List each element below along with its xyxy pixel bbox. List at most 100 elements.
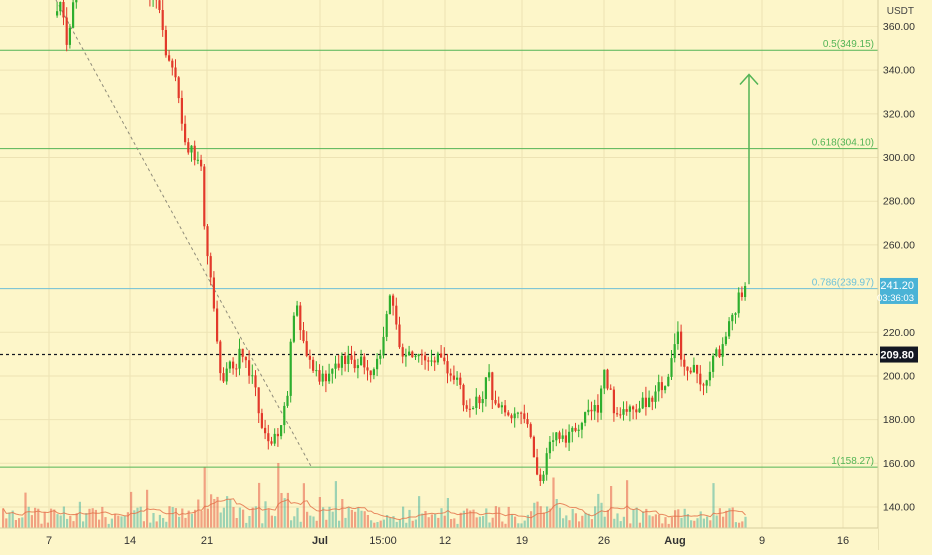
volume-bar	[210, 494, 212, 528]
candle-body	[181, 98, 183, 124]
volume-bar	[296, 508, 298, 528]
volume-bar	[690, 520, 692, 528]
volume-bar	[584, 513, 586, 528]
x-tick-label: 14	[124, 535, 136, 547]
candle-body	[366, 367, 368, 370]
candle-body	[683, 360, 685, 367]
volume-bar	[152, 513, 154, 528]
volume-bar	[543, 513, 545, 529]
candle-body	[219, 342, 221, 374]
candle-body	[72, 2, 74, 28]
candle-body	[430, 361, 432, 362]
candle-body	[622, 409, 624, 415]
volume-bar	[383, 520, 385, 528]
candle-body	[482, 399, 484, 403]
candle-body	[194, 146, 196, 160]
volume-bar	[738, 523, 740, 528]
candle-body	[706, 380, 708, 385]
volume-bar	[5, 518, 7, 528]
candle-body	[66, 18, 68, 45]
volume-bar	[501, 522, 503, 529]
volume-bar	[508, 507, 510, 528]
candle-body	[718, 349, 720, 357]
volume-bar	[437, 518, 439, 528]
volume-bar	[88, 509, 90, 528]
candle-body	[658, 382, 660, 391]
candle-body	[370, 371, 372, 376]
volume-bar	[610, 486, 612, 528]
y-tick-label: 280.00	[883, 196, 915, 208]
candle-body	[312, 360, 314, 371]
volume-bar	[671, 517, 673, 528]
volume-bar	[15, 520, 17, 528]
volume-bar	[184, 518, 186, 528]
x-tick-label: 12	[439, 535, 451, 547]
currency-label: USDT	[887, 6, 914, 17]
candle-body	[581, 423, 583, 430]
candle-body	[587, 410, 589, 412]
candle-body	[357, 365, 359, 368]
candle-body	[530, 424, 532, 437]
candle-body	[469, 409, 471, 410]
volume-bar	[156, 521, 158, 528]
volume-bar	[434, 514, 436, 528]
volume-bar	[402, 507, 404, 528]
x-tick-label: 15:00	[369, 535, 397, 547]
volume-bar	[524, 521, 526, 528]
candle-body	[69, 28, 71, 45]
volume-bar	[504, 524, 506, 528]
volume-bar	[540, 506, 542, 528]
volume-bar	[725, 511, 727, 528]
volume-bar	[28, 507, 30, 528]
volume-bar	[8, 512, 10, 528]
candle-body	[734, 313, 736, 315]
y-tick-label: 160.00	[883, 458, 915, 470]
volume-bar	[562, 518, 564, 528]
volume-bar	[485, 508, 487, 528]
x-tick-label: 21	[201, 535, 213, 547]
candle-body	[514, 414, 516, 419]
candle-body	[322, 374, 324, 382]
candle-body	[373, 369, 375, 375]
volume-bar	[591, 519, 593, 528]
candle-body	[565, 435, 567, 442]
volume-bar	[623, 517, 625, 528]
candle-body	[165, 30, 167, 55]
volume-bar	[172, 507, 174, 528]
candle-body	[187, 142, 189, 152]
volume-bar	[271, 516, 273, 528]
candle-body	[632, 406, 634, 409]
volume-bar	[607, 510, 609, 528]
volume-bar	[684, 509, 686, 528]
candle-body	[242, 349, 244, 357]
candle-body	[350, 355, 352, 359]
volume-bar	[440, 508, 442, 528]
candle-body	[725, 337, 727, 345]
candle-body	[661, 382, 663, 390]
volume-bar	[284, 498, 286, 528]
candle-body	[594, 405, 596, 411]
candle-body	[450, 373, 452, 375]
volume-bar	[63, 507, 65, 529]
volume-bar	[101, 507, 103, 528]
candle-body	[162, 10, 164, 30]
candle-body	[424, 355, 426, 360]
volume-bar	[178, 517, 180, 528]
volume-bar	[60, 516, 62, 529]
last-price-label: 241.20	[880, 280, 914, 292]
candle-body	[696, 365, 698, 374]
candle-body	[478, 397, 480, 403]
volume-bar	[290, 520, 292, 528]
candle-body	[75, 0, 77, 2]
x-tick-label: 26	[598, 535, 610, 547]
volume-bar	[338, 521, 340, 528]
volume-bar	[661, 523, 663, 528]
volume-bar	[309, 516, 311, 528]
candle-body	[261, 413, 263, 428]
volume-bar	[367, 515, 369, 528]
candle-body	[440, 354, 442, 358]
volume-bar	[140, 507, 142, 528]
volume-bar	[616, 513, 618, 528]
